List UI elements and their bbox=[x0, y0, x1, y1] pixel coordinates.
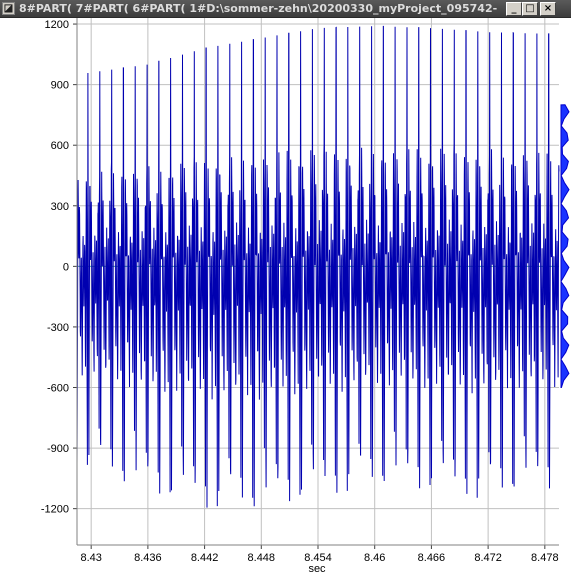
maximize-button[interactable]: □ bbox=[522, 2, 538, 16]
x-tick-label: 8.46 bbox=[364, 552, 385, 564]
x-tick-label: 8.454 bbox=[304, 552, 332, 564]
y-tick-label: 300 bbox=[51, 201, 69, 213]
x-axis-ticks: 8.43 8.436 8.442 8.448 8.454 8.46 8.466 8.472 8.… bbox=[80, 545, 559, 564]
y-tick-label: 600 bbox=[51, 140, 69, 152]
window-titlebar[interactable]: ◪ 8#PART( 7#PART( 6#PART( 1#D:\sommer-ze… bbox=[0, 0, 571, 18]
x-tick-label: 8.466 bbox=[418, 552, 446, 564]
y-tick-label: 1200 bbox=[45, 19, 69, 31]
chart-window-client: 1200 900 600 300 0 -300 -600 -900 -1200 8.43 8.43… bbox=[0, 18, 571, 582]
y-tick-label: 900 bbox=[51, 80, 69, 92]
side-panel-signal bbox=[560, 104, 570, 389]
x-tick-label: 8.478 bbox=[531, 552, 559, 564]
y-tick-label: -600 bbox=[47, 383, 69, 395]
window-icon[interactable]: ◪ bbox=[2, 2, 15, 15]
x-tick-label: 8.472 bbox=[474, 552, 502, 564]
signal-line bbox=[76, 25, 560, 508]
x-axis-label: sec bbox=[308, 563, 326, 575]
y-tick-label: 0 bbox=[63, 261, 69, 273]
x-tick-label: 8.43 bbox=[80, 552, 101, 564]
x-tick-label: 8.442 bbox=[191, 552, 219, 564]
x-tick-label: 8.448 bbox=[248, 552, 276, 564]
close-button[interactable]: × bbox=[540, 2, 556, 16]
y-tick-label: -1200 bbox=[41, 504, 69, 516]
y-axis-ticks: 1200 900 600 300 0 -300 -600 -900 -1200 bbox=[41, 19, 77, 516]
x-tick-label: 8.436 bbox=[134, 552, 162, 564]
window-title: 8#PART( 7#PART( 6#PART( 1#D:\sommer-zehn… bbox=[19, 2, 497, 15]
y-tick-label: -900 bbox=[47, 443, 69, 455]
minimize-button[interactable]: _ bbox=[506, 2, 522, 16]
side-panel-strip[interactable] bbox=[561, 18, 571, 582]
y-tick-label: -300 bbox=[47, 322, 69, 334]
